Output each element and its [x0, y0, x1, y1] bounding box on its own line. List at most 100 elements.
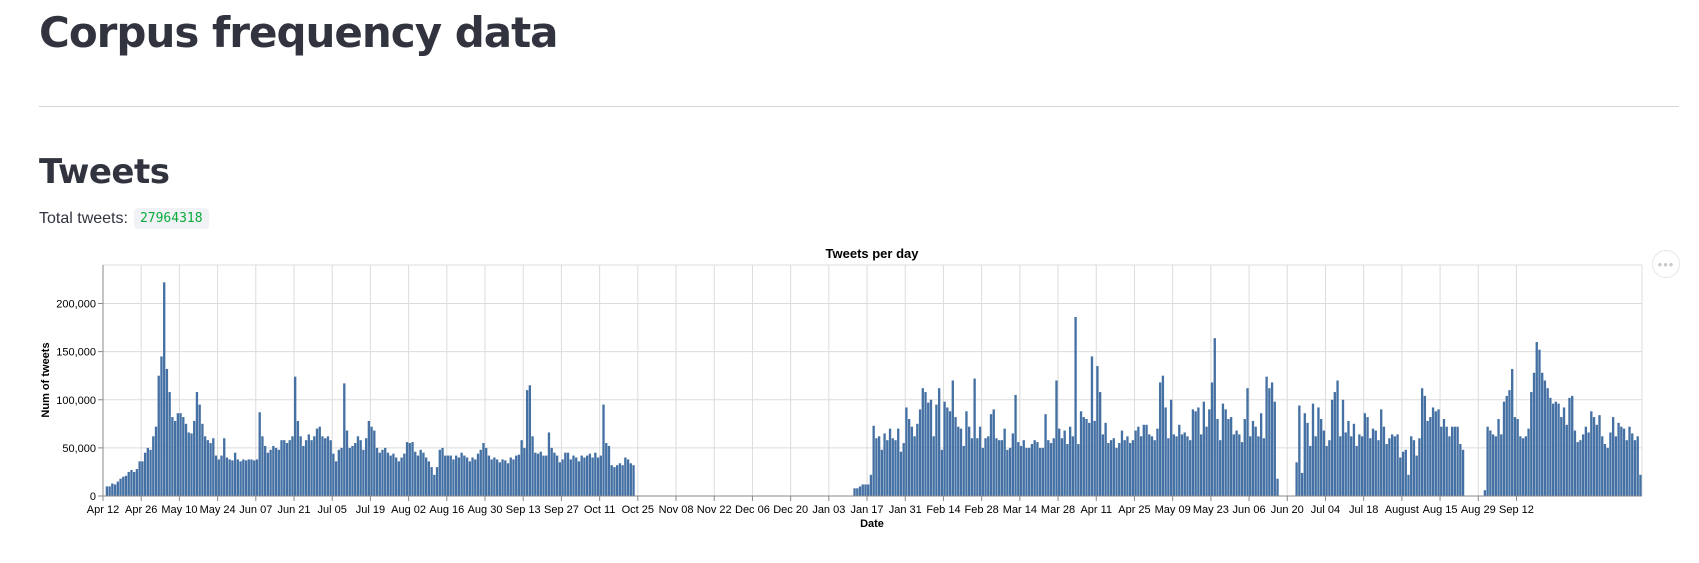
x-tick-label: Mar 14	[1003, 504, 1037, 516]
bar	[602, 404, 605, 496]
bar	[430, 467, 433, 496]
bar	[438, 449, 441, 496]
bar	[596, 457, 600, 496]
bar	[632, 465, 635, 496]
bar	[1320, 419, 1323, 496]
bar	[509, 457, 512, 496]
bar	[485, 447, 488, 496]
bar	[948, 411, 952, 496]
bar	[479, 449, 482, 496]
bar	[1019, 445, 1023, 496]
bar	[416, 455, 420, 496]
bar	[566, 452, 570, 496]
bar	[1628, 426, 1631, 496]
bar	[193, 420, 196, 496]
bar	[452, 459, 455, 496]
bar	[1123, 440, 1126, 496]
bar	[523, 447, 526, 496]
bar	[122, 476, 125, 496]
bar	[856, 488, 859, 496]
bar	[389, 455, 392, 496]
bar	[1208, 409, 1211, 496]
bar	[1071, 436, 1075, 496]
bar	[1325, 445, 1328, 496]
bar	[1461, 449, 1465, 496]
bar	[1339, 436, 1342, 496]
bar	[266, 452, 270, 496]
bar	[951, 380, 954, 496]
bar	[520, 440, 523, 496]
more-horizontal-icon[interactable]: •••	[1652, 250, 1680, 278]
bar	[476, 453, 480, 496]
bar	[984, 438, 987, 496]
bar	[853, 488, 856, 496]
bar	[1030, 444, 1034, 496]
chart-axes: 0 50,000 100,000 150,000 200,000 Apr 12 Apr 26…	[56, 265, 1642, 516]
bar	[299, 436, 302, 496]
bar	[108, 486, 111, 496]
bar	[1369, 438, 1372, 496]
y-axis-label: Num of tweets	[40, 342, 52, 417]
bar	[872, 425, 875, 496]
bar	[1036, 442, 1039, 496]
bar	[1169, 399, 1173, 496]
bar	[1560, 417, 1563, 496]
bar	[1120, 430, 1124, 496]
x-tick-label: Jul 18	[1349, 504, 1378, 516]
bar	[111, 483, 114, 496]
bar	[542, 455, 545, 496]
bar	[583, 457, 586, 496]
bar	[487, 455, 491, 496]
bar	[1500, 434, 1503, 496]
bar	[1445, 426, 1448, 496]
x-tick-label: August	[1385, 504, 1419, 516]
bar	[203, 436, 207, 496]
bar	[594, 452, 597, 496]
bar	[599, 455, 602, 496]
bar	[515, 455, 518, 496]
bar	[1429, 417, 1432, 496]
bar	[179, 413, 182, 496]
bar	[1497, 419, 1500, 496]
bar	[1360, 436, 1364, 496]
bar	[1442, 419, 1446, 496]
bar	[1145, 424, 1148, 496]
bar	[1178, 424, 1181, 496]
bar	[1011, 433, 1014, 496]
bar	[998, 440, 1001, 496]
bar	[1161, 375, 1165, 496]
bar	[1175, 436, 1178, 496]
bar	[195, 392, 199, 496]
bar	[403, 453, 406, 496]
bar	[411, 442, 414, 496]
bar	[1396, 434, 1399, 496]
bar	[1243, 419, 1246, 496]
bar	[1606, 447, 1609, 496]
x-tick-label: Jan 17	[851, 504, 884, 516]
bar	[957, 426, 960, 496]
bar	[1199, 434, 1203, 496]
bar	[995, 438, 998, 496]
bar	[1142, 424, 1145, 496]
bar	[1336, 380, 1339, 496]
bar	[927, 402, 930, 496]
bar	[1423, 395, 1427, 496]
bar	[553, 452, 556, 496]
bar	[1415, 455, 1418, 496]
bar	[1074, 316, 1077, 496]
bar	[1006, 449, 1009, 496]
page-title: Corpus frequency data	[39, 8, 559, 57]
bar	[880, 449, 884, 496]
bar	[1598, 415, 1601, 496]
tweets-per-day-chart: Tweets per day 0 50,000 100,000 150,000 200,…	[40, 246, 1643, 530]
bar	[1571, 395, 1574, 496]
bar	[1101, 434, 1105, 496]
bar	[1317, 407, 1320, 496]
bar	[1038, 447, 1042, 496]
bar	[1115, 447, 1118, 496]
bar	[460, 452, 463, 496]
x-tick-label: Apr 12	[87, 504, 119, 516]
x-tick-label: Apr 11	[1080, 504, 1112, 516]
bar	[332, 453, 335, 496]
bar	[1303, 413, 1306, 496]
